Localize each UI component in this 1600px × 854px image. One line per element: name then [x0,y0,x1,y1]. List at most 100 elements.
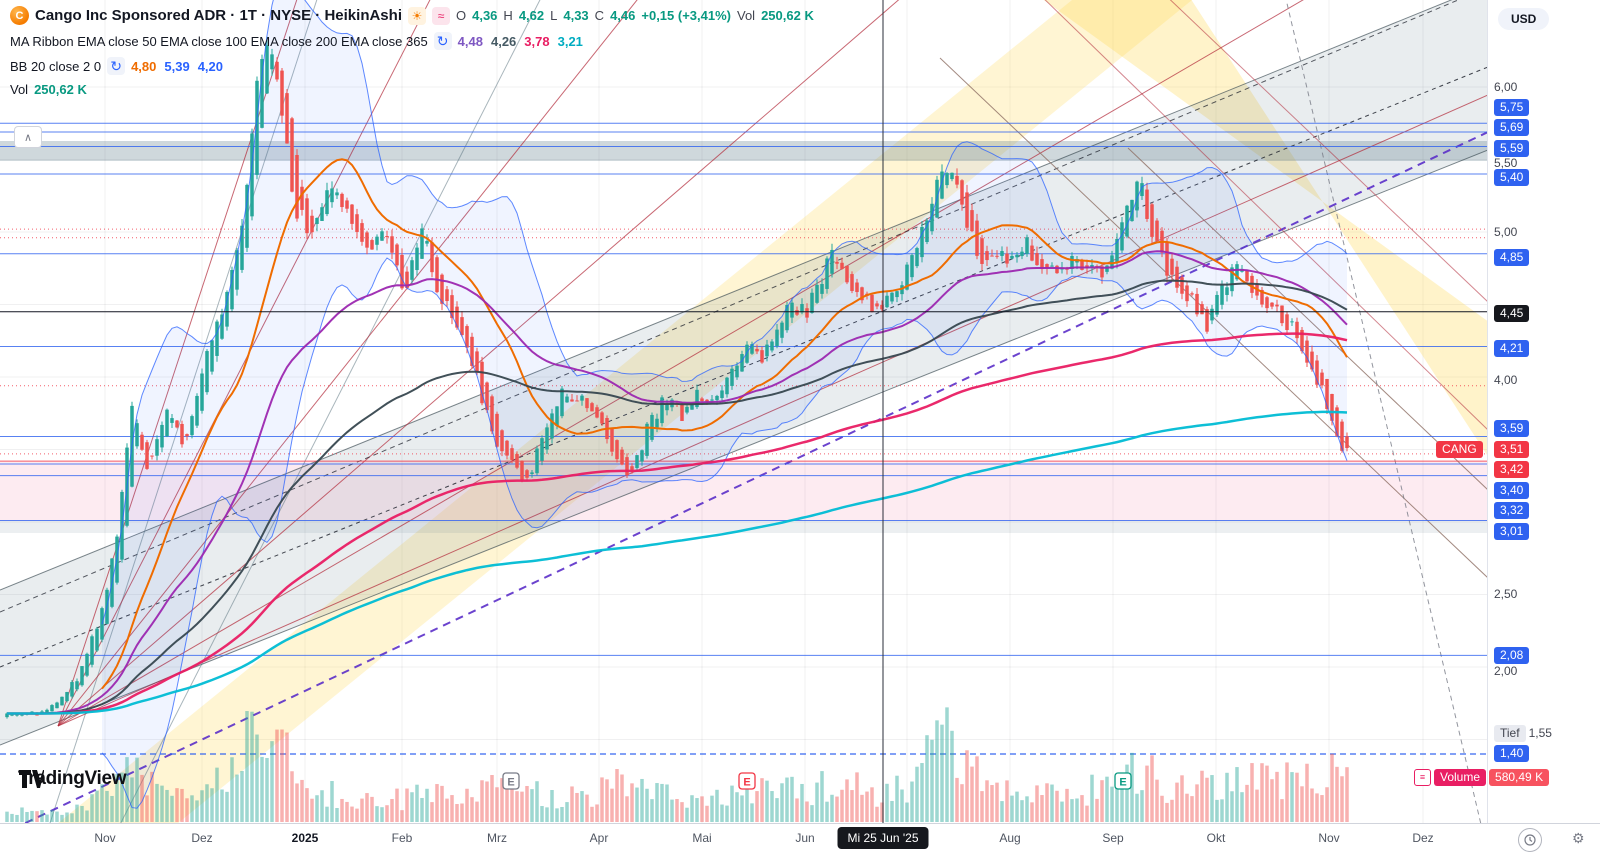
price-scale-label: Tief 1,55 [1488,724,1552,742]
low-value: 4,33 [563,8,589,23]
bb-row[interactable]: BB 20 close 2 0 ↻ 4,80 5,39 4,20 [10,57,814,75]
time-axis[interactable]: Mi 25 Jun '25 ⚙ Nov Dez 2025 Feb Mrz Apr Mai Ju… [0,823,1600,854]
tradingview-logo-text: TradingView [18,768,127,789]
time-axis-label: 2025 [291,831,319,845]
price-scale-label[interactable]: 2,08 [1488,646,1530,664]
time-axis-label: Dez [191,831,213,845]
price-scale-label[interactable]: 3,42 [1488,460,1530,478]
price-scale-label[interactable]: 5,69 [1488,118,1530,136]
refresh-icon[interactable]: ↻ [433,32,452,50]
volume-tag-badge[interactable]: Volume [1434,768,1487,786]
volume-indicator-icon[interactable]: ≡ [1414,768,1431,786]
close-value: 4,46 [610,8,636,23]
time-axis-label: Dez [1412,831,1434,845]
time-axis-label: Sep [1102,831,1124,845]
price-scale[interactable]: USD 6,00 5,75 5,69 5,59 5,50 5,40 5,00 4,85 4,45… [1414,0,1600,824]
refresh-icon[interactable]: ↻ [107,57,126,75]
price-scale-label[interactable]: ≡ Volume 580,49 K [1408,768,1550,786]
bb-label: BB 20 close 2 0 [10,58,102,74]
change-value: +0,15 (+3,41%) [641,8,731,23]
indicator-value: 4,48 [457,33,483,49]
symbol-price-tag[interactable]: CANG [1436,440,1483,458]
extended-hours-icon[interactable]: ≈ [431,6,450,25]
time-axis-label: Mrz [487,831,507,845]
price-scale-label[interactable]: 4,21 [1488,339,1530,357]
volume-row[interactable]: Vol 250,62 K [10,82,814,97]
volume-value: 250,62 K [34,82,87,97]
tradingview-logo-icon [19,770,44,788]
time-axis-label: Okt [1206,831,1226,845]
price-scale-label[interactable]: CANG 3,51 [1436,440,1530,458]
ema-ribbon-layer [7,250,1348,715]
price-scale-label[interactable]: 1,40 [1488,744,1530,762]
symbol-title[interactable]: Cango Inc Sponsored ADR · 1T · NYSE · He… [35,7,402,24]
open-label: O [455,8,467,23]
price-scale-label[interactable]: 5,75 [1488,98,1530,116]
tradingview-logo[interactable]: TradingView [18,768,127,790]
bb-values: 4,80 5,39 4,20 [131,59,231,74]
indicator-value: 4,20 [197,58,223,74]
currency-button[interactable]: USD [1498,8,1550,30]
indicator-value: 4,80 [131,58,157,74]
price-scale-label: 6,00 [1494,80,1518,94]
price-scale-label[interactable]: 3,01 [1488,522,1530,540]
time-axis-label: Aug [999,831,1021,845]
volume-label: Vol [10,82,29,97]
svg-text:E: E [743,777,750,789]
time-axis-label: Nov [1318,831,1340,845]
svg-text:E: E [1119,777,1126,789]
time-axis-label: Apr [589,831,609,845]
indicator-value: 3,78 [524,33,550,49]
drawings-layer[interactable] [0,0,1488,824]
indicator-value: 3,21 [557,33,583,49]
bollinger-lines-layer [101,0,1348,809]
low-label: L [550,8,558,23]
price-scale-label: 5,00 [1494,225,1518,239]
price-scale-label: 2,50 [1494,587,1518,601]
price-scale-label: 4,00 [1494,373,1518,387]
axis-settings-gear-icon[interactable]: ⚙ [1572,830,1585,846]
indicator-value: 5,39 [164,58,190,74]
ma-ribbon-row[interactable]: MA Ribbon EMA close 50 EMA close 100 EMA… [10,32,814,50]
price-scale-label[interactable]: 4,85 [1488,248,1530,266]
svg-text:E: E [507,777,514,789]
ma-ribbon-values: 4,48 4,26 3,78 3,21 [458,34,591,49]
price-scale-label[interactable]: 5,40 [1488,168,1530,186]
time-axis-label: Jun [795,831,815,845]
crosshair-date-tooltip: Mi 25 Jun '25 [837,827,929,849]
open-value: 4,36 [472,8,498,23]
price-scale-label[interactable]: 5,59 [1488,139,1530,157]
crosshair-layer[interactable] [0,0,1488,824]
high-value: 4,62 [518,8,545,23]
legend-collapse-button[interactable]: ∧ [14,126,42,148]
vol-label: Vol [737,8,756,23]
time-axis-label: Nov [94,831,116,845]
session-sun-icon[interactable]: ☀ [407,6,426,25]
time-axis-label: Feb [391,831,413,845]
timezone-clock-button[interactable] [1518,828,1542,852]
price-scale-label: 5,50 [1494,156,1518,170]
volume-layer [5,707,1349,822]
low-value: 1,55 [1528,726,1552,740]
price-scale-label[interactable]: 3,59 [1488,419,1530,437]
clock-icon [1524,834,1536,846]
symbol-row[interactable]: C Cango Inc Sponsored ADR · 1T · NYSE · … [10,6,814,25]
vol-value: 250,62 K [761,8,814,23]
price-scale-label[interactable]: 4,45 [1488,304,1530,322]
chart-pane[interactable]: E E E C Cango Inc Sponsored ADR · 1T · NYS… [0,0,1488,824]
close-label: C [594,8,605,23]
time-axis-label: Mai [692,831,712,845]
price-scale-label[interactable]: 3,32 [1488,501,1530,519]
volume-value-badge[interactable]: 580,49 K [1489,768,1550,786]
ma-ribbon-label: MA Ribbon EMA close 50 EMA close 100 EMA… [10,33,428,49]
indicator-value: 4,26 [490,33,517,49]
symbol-logo-icon: C [10,6,29,25]
price-scale-label[interactable]: 3,40 [1488,481,1530,499]
low-tag-badge: Tief [1494,724,1526,742]
price-scale-label: 2,00 [1494,664,1518,678]
chart-legend: C Cango Inc Sponsored ADR · 1T · NYSE · … [10,6,814,97]
high-label: H [503,8,513,23]
